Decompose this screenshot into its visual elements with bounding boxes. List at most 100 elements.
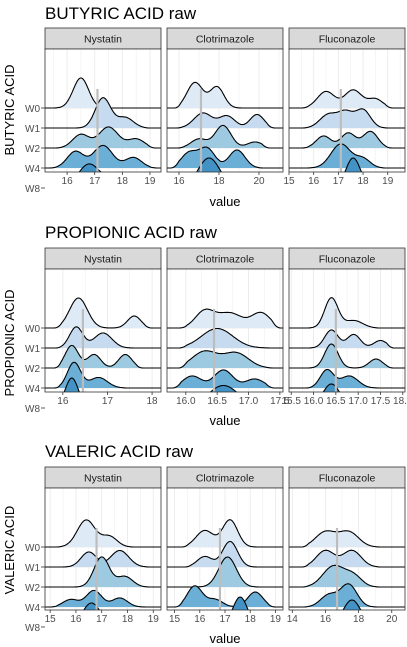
ridge-fill-w0 (289, 89, 405, 108)
ridges (45, 519, 161, 610)
x-tick-label: 16 (320, 614, 332, 625)
y-axis-label: PROPIONIC ACID (2, 290, 17, 397)
ridge-line-w1 (289, 329, 405, 349)
x-tick-label: 18 (213, 176, 225, 187)
x-tick-label: 20 (386, 614, 398, 625)
x-tick-label: 16.0 (304, 396, 324, 407)
x-tick-label: 16.5 (326, 396, 346, 407)
ridge-fill-w1 (45, 550, 161, 567)
ridge-line-w0 (289, 530, 405, 548)
ridge-line-w4 (289, 368, 405, 389)
ridge-fill-w1 (167, 328, 283, 348)
ridge-fill-w8 (64, 378, 80, 392)
category-label-w2: W2 (25, 583, 40, 594)
ridge-fill-w1 (167, 112, 283, 128)
ridge-line-w2 (45, 344, 161, 369)
panel-border (166, 268, 284, 393)
chart-block-1: BUTYRIC ACID raw BUTYRIC ACID value W0 W1 W2 W… (2, 4, 406, 209)
x-tick-label: 18 (117, 176, 129, 187)
ridge-fill-w2 (167, 557, 283, 587)
ridges (167, 308, 283, 392)
ridge-line-w0 (167, 308, 283, 329)
chart-title: VALERIC ACID raw (45, 442, 194, 461)
ridge-fill-w4 (289, 369, 405, 388)
ridge-line-w2 (289, 130, 405, 149)
ridge-fill-w4 (45, 590, 161, 607)
x-tick-label: 17 (96, 614, 108, 625)
ridge-fill-w2 (289, 344, 405, 368)
facet-label: Fluconazole (319, 254, 376, 266)
category-label-w1: W1 (25, 344, 40, 355)
x-tick-label: 16 (70, 614, 82, 625)
ridge-line-w4 (289, 583, 405, 608)
x-tick-label: 17 (102, 396, 114, 407)
ridge-line-w8 (196, 157, 222, 172)
x-tick-label: 16 (194, 614, 206, 625)
panel-border (288, 48, 406, 173)
facet-label: Nystatin (84, 473, 122, 485)
x-axis-label: value (209, 194, 240, 209)
panel-border (44, 268, 162, 393)
ridge-line-w4 (45, 144, 161, 169)
panel-border (44, 48, 162, 173)
ridge-line-w2 (167, 124, 283, 149)
x-tick-label: 15.5 (281, 396, 301, 407)
ridge-line-w1 (167, 327, 283, 349)
x-tick-label: 19 (382, 176, 394, 187)
ridge-fill-w1 (45, 97, 161, 128)
ridge-fill-w0 (45, 519, 161, 547)
x-tick-label: 19 (270, 614, 282, 625)
ridge-line-w4 (167, 369, 283, 389)
x-tick-label: 18.0 (393, 396, 407, 407)
panel-background (167, 49, 283, 172)
facet-label: Clotrimazole (196, 34, 255, 46)
x-tick-label: 16.0 (176, 396, 196, 407)
y-axis-label: VALERIC ACID (2, 506, 17, 595)
ridge-fill-w8 (344, 158, 362, 172)
ridge-fill-w8 (83, 603, 100, 610)
category-label-w8: W8 (25, 404, 40, 415)
ridge-fill-w0 (45, 298, 161, 328)
x-tick-label: 18 (245, 614, 257, 625)
x-tick-label: 16 (62, 176, 74, 187)
panel-border (288, 268, 406, 393)
facet-label: Fluconazole (319, 473, 376, 485)
ridge-line-w2 (45, 126, 161, 149)
ridge-line-w0 (289, 297, 405, 329)
ridge-line-w2 (289, 343, 405, 369)
category-label-w8: W8 (25, 623, 40, 634)
facet-panel-fluconazole: Fluconazole 14 16 18 20 (287, 466, 406, 625)
ridge-line-w8 (63, 377, 80, 392)
ridges (167, 519, 283, 610)
facet-panel-fluconazole: Fluconazole 15.516.016.517.017.518.0 (281, 247, 407, 407)
ridge-line-w0 (45, 77, 161, 109)
ridges (45, 77, 161, 172)
facet-panel-fluconazole: Fluconazole 15 16 17 18 19 (283, 27, 406, 187)
x-tick-label: 18 (357, 176, 369, 187)
facet-label: Nystatin (84, 254, 122, 266)
ridge-fill-w8 (343, 600, 361, 610)
ridge-fill-w0 (167, 309, 283, 328)
ridge-fill-w2 (289, 131, 405, 148)
ridge-line-w2 (45, 556, 161, 588)
x-axis-label: value (209, 631, 240, 646)
ridge-line-w0 (45, 519, 161, 548)
ridge-line-w4 (289, 143, 405, 169)
x-tick-label: 17 (89, 176, 101, 187)
x-tick-label: 15 (169, 614, 181, 625)
ridge-line-w0 (45, 297, 161, 329)
ridge-fill-w8 (196, 158, 222, 172)
ridge-line-w0 (289, 89, 405, 109)
panel-border (44, 487, 162, 611)
ridge-fill-w4 (167, 147, 283, 168)
ridges (167, 81, 283, 172)
facet-panel-clotrimazole: Clotrimazole 15 16 17 18 19 (166, 466, 284, 625)
facet-panel-nystatin: Nystatin 16 17 18 19 (44, 27, 162, 187)
category-label-w4: W4 (25, 603, 40, 614)
x-tick-label: 17.0 (239, 396, 259, 407)
x-tick-label: 17 (333, 176, 345, 187)
ridges (289, 530, 405, 610)
ridge-fill-w2 (45, 126, 161, 148)
ridge-fill-w4 (289, 583, 405, 607)
